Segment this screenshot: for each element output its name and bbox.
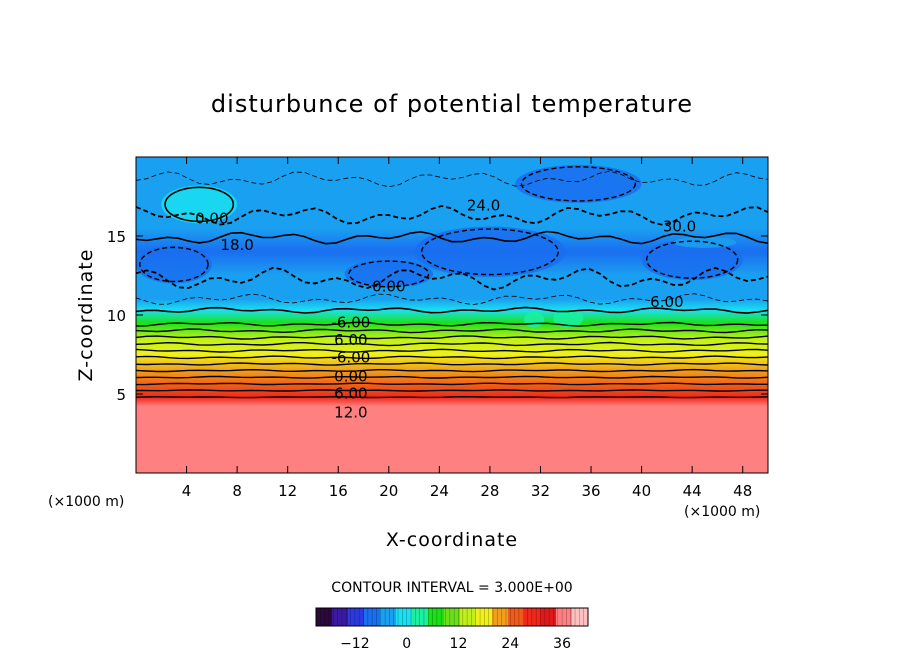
x-tick-label: 28 <box>480 482 499 500</box>
colorbar-tick-label: 24 <box>501 636 519 652</box>
contour-line <box>136 266 768 291</box>
x-tick-label: 48 <box>733 482 752 500</box>
contour-label: -6.00 <box>331 314 370 332</box>
contour-label: 0.00 <box>334 367 367 385</box>
field-patch <box>388 204 490 230</box>
contour-label: 6.00 <box>650 293 683 311</box>
field-patch <box>385 285 431 297</box>
x-tick-label: 12 <box>278 482 297 500</box>
x-tick-label: 8 <box>232 482 242 500</box>
x-unit-right: (×1000 m) <box>684 504 760 520</box>
contour-label: -6.00 <box>331 348 370 366</box>
contour-label: 12.0 <box>334 404 367 422</box>
x-tick-label: 24 <box>430 482 449 500</box>
contour-loop <box>645 240 739 279</box>
contour-line <box>136 362 768 366</box>
contour-line <box>136 230 768 245</box>
field-patch <box>344 259 434 289</box>
y-tick-label: 15 <box>107 228 126 246</box>
field-patch <box>553 308 584 328</box>
contour-line <box>136 348 768 353</box>
x-tick-label: 16 <box>329 482 348 500</box>
contour-interval-note: CONTOUR INTERVAL = 3.000E+00 <box>331 580 572 596</box>
contour-line <box>136 335 768 340</box>
colorbar-tick-label: 12 <box>450 636 468 652</box>
field-patch <box>524 311 545 328</box>
x-tick-label: 40 <box>632 482 651 500</box>
colorbar-frame <box>315 607 589 627</box>
colorbar-fill <box>316 608 588 626</box>
contour-loop <box>164 186 235 223</box>
contour-line <box>136 341 768 347</box>
field-patch <box>161 185 238 224</box>
contour-line <box>136 368 768 373</box>
y-axis-label: Z-coordinate <box>75 249 97 382</box>
contour-loop <box>520 166 636 202</box>
contour-label: 0.00 <box>195 209 228 227</box>
field-patch <box>515 164 642 203</box>
contour-loop <box>420 228 559 276</box>
contour-line <box>136 395 768 399</box>
y-tick-label: 5 <box>116 386 126 404</box>
x-tick-label: 36 <box>581 482 600 500</box>
contour-label: 0.00 <box>372 277 405 295</box>
field-patch <box>414 226 566 278</box>
field-patch <box>262 166 364 192</box>
contour-line <box>136 306 768 314</box>
x-tick-label: 44 <box>683 482 702 500</box>
contour-line <box>136 382 768 386</box>
contour-line <box>136 328 768 334</box>
y-tick-label: 10 <box>107 307 126 325</box>
colorbar-tick-label: −12 <box>340 636 370 652</box>
colorbar-ticks: −12 0 12 24 36 <box>340 636 571 652</box>
contour-lines <box>136 166 768 399</box>
contour-label: 24.0 <box>467 197 500 215</box>
contour-line <box>136 355 768 360</box>
x-tick-label: 20 <box>379 482 398 500</box>
contour-label: 6.00 <box>334 385 367 403</box>
colorbar-tick-label: 36 <box>553 636 571 652</box>
colorbar: −12 0 12 24 36 <box>315 607 589 652</box>
colorbar-tick-label: 0 <box>402 636 411 652</box>
chart-title: disturbunce of potential temperature <box>211 90 693 118</box>
x-unit-left: (×1000 m) <box>48 494 124 510</box>
x-tick-label: 4 <box>182 482 192 500</box>
contour-line <box>136 170 768 188</box>
contour-line <box>136 321 768 327</box>
contour-label: 6.00 <box>334 331 367 349</box>
contour-loop <box>348 260 430 288</box>
contour-labels: 0.006.00-6.000.006.00-6.000.006.0012.018… <box>195 197 696 422</box>
x-axis-label: X-coordinate <box>386 529 518 551</box>
y-axis-ticks: 5 10 15 <box>107 228 768 404</box>
colorbar-dividers <box>320 608 584 626</box>
contour-line <box>136 389 768 392</box>
contour-label: 18.0 <box>220 236 253 254</box>
field-patch <box>641 239 743 281</box>
contour-loop <box>139 246 209 283</box>
contour-label: 30.0 <box>663 217 696 235</box>
x-axis-ticks: 4 8 12 16 20 24 28 32 36 40 44 48 <box>182 157 752 500</box>
contour-line <box>136 293 768 306</box>
plot-area <box>136 157 768 473</box>
contour-line <box>136 375 768 379</box>
field-patch <box>136 245 212 284</box>
x-tick-label: 32 <box>531 482 550 500</box>
